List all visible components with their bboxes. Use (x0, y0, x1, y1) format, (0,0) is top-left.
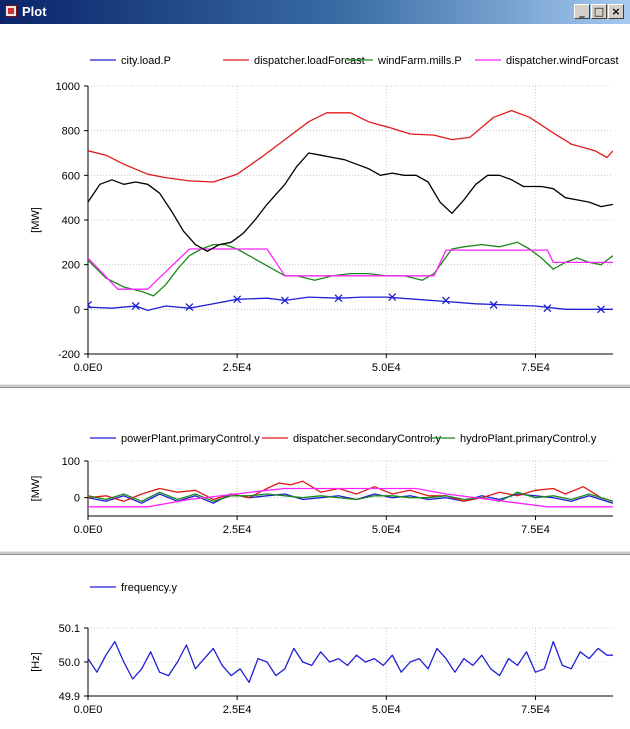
series-line-frequency-y (88, 640, 613, 684)
y-axis-label: [Hz] (30, 652, 42, 672)
legend: city.load.P dispatcher.loadForcast windFar… (90, 55, 619, 67)
frequency-chart[interactable]: 49.9 50.0 50.1 0.0E0 2.5E4 5.0E4 7.5E4 [Hz] freq… (0, 556, 630, 729)
plot-app-icon (5, 5, 17, 17)
y-axis-label: [MW] (30, 476, 42, 502)
marker-stroke (280, 296, 289, 305)
y-tick-label: 400 (62, 215, 80, 227)
legend-entry: frequency.y (121, 582, 178, 594)
y-tick-label: 49.9 (59, 691, 80, 703)
title-bar[interactable]: Plot _ □ × (0, 0, 630, 24)
x-tick-label: 5.0E4 (372, 524, 401, 536)
x-tick-label: 0.0E0 (74, 704, 103, 716)
x-tick-label: 7.5E4 (521, 704, 550, 716)
series-marker (334, 294, 343, 303)
maximize-button[interactable]: □ (591, 4, 607, 19)
window-title: Plot (22, 4, 47, 19)
series-group (88, 640, 613, 684)
marker-stroke (543, 304, 552, 313)
series-line-dispatcher-secondarycontrol-y (88, 480, 613, 502)
legend-entry: dispatcher.secondaryControl.y (293, 433, 441, 445)
y-axis-label: [MW] (30, 207, 42, 233)
marker-stroke (233, 295, 242, 304)
y-tick-label: 50.1 (59, 623, 80, 635)
series-line-unlabeled (88, 487, 613, 508)
legend-entry: hydroPlant.primaryControl.y (460, 433, 597, 445)
y-tick-label: -200 (58, 349, 80, 361)
legend-entry: dispatcher.loadForcast (254, 55, 365, 67)
minimize-icon: _ (579, 4, 585, 18)
series-marker (185, 303, 194, 312)
x-tick-label: 2.5E4 (223, 524, 252, 536)
x-tick-label: 5.0E4 (372, 362, 401, 374)
series-line-dispatcher-loadforcast (88, 109, 613, 183)
y-tick-label: 1000 (56, 81, 80, 93)
close-icon: × (611, 4, 621, 18)
legend-entry: city.load.P (121, 55, 171, 67)
marker-stroke (131, 302, 140, 310)
series-line-unlabeled (88, 152, 613, 252)
series-marker (131, 302, 140, 310)
marker-stroke (185, 303, 194, 312)
maximize-icon: □ (593, 4, 605, 18)
y-tick-label: 100 (62, 456, 80, 468)
power-chart[interactable]: -200 0 200 400 600 800 1000 0.0E0 2.5E4 5.0E4 7.5E… (0, 24, 630, 384)
y-tick-label: 600 (62, 170, 80, 182)
control-chart[interactable]: 0 100 0.0E0 2.5E4 5.0E4 7.5E4 [MW] powerPlant.p… (0, 389, 630, 551)
x-tick-label: 2.5E4 (223, 704, 252, 716)
x-tick-label: 7.5E4 (521, 524, 550, 536)
minimize-button[interactable]: _ (574, 4, 590, 19)
legend-entry: windFarm.mills.P (377, 55, 462, 67)
series-group (88, 109, 613, 314)
legend: frequency.y (90, 582, 178, 594)
series-line-windfarm-mills-p (88, 241, 613, 297)
series-marker (88, 300, 92, 309)
x-tick-label: 7.5E4 (521, 362, 550, 374)
series-marker (597, 305, 606, 314)
marker-stroke (88, 300, 92, 306)
y-tick-label: 200 (62, 260, 80, 272)
series-marker (543, 304, 552, 313)
y-tick-label: 0 (74, 304, 80, 316)
series-line-city-load-p (88, 296, 613, 312)
marker-stroke (88, 303, 92, 309)
y-tick-label: 800 (62, 126, 80, 138)
marker-stroke (441, 296, 450, 305)
marker-stroke (334, 294, 343, 303)
legend-entry: powerPlant.primaryControl.y (121, 433, 260, 445)
x-tick-label: 0.0E0 (74, 362, 103, 374)
y-tick-label: 0 (74, 493, 80, 505)
pane-splitter[interactable] (0, 384, 630, 388)
x-tick-label: 2.5E4 (223, 362, 252, 374)
series-marker (280, 296, 289, 305)
x-tick-label: 5.0E4 (372, 704, 401, 716)
marker-stroke (388, 293, 397, 302)
marker-stroke (597, 305, 606, 314)
y-tick-label: 50.0 (59, 657, 80, 669)
series-marker (233, 295, 242, 304)
x-tick-label: 0.0E0 (74, 524, 103, 536)
series-marker (441, 296, 450, 305)
series-group (88, 480, 613, 508)
series-line-hydroplant-primarycontrol-y (88, 491, 613, 502)
plot-area: -200 0 200 400 600 800 1000 0.0E0 2.5E4 5.0E4 7.5E… (0, 24, 630, 729)
series-marker (388, 293, 397, 302)
marker-stroke (489, 300, 498, 309)
legend: powerPlant.primaryControl.y dispatcher.se… (90, 433, 597, 445)
series-line-dispatcher-windforcast (88, 248, 613, 290)
series-marker (489, 300, 498, 309)
legend-entry: dispatcher.windForcast (506, 55, 619, 67)
close-button[interactable]: × (608, 4, 624, 19)
pane-splitter[interactable] (0, 551, 630, 555)
